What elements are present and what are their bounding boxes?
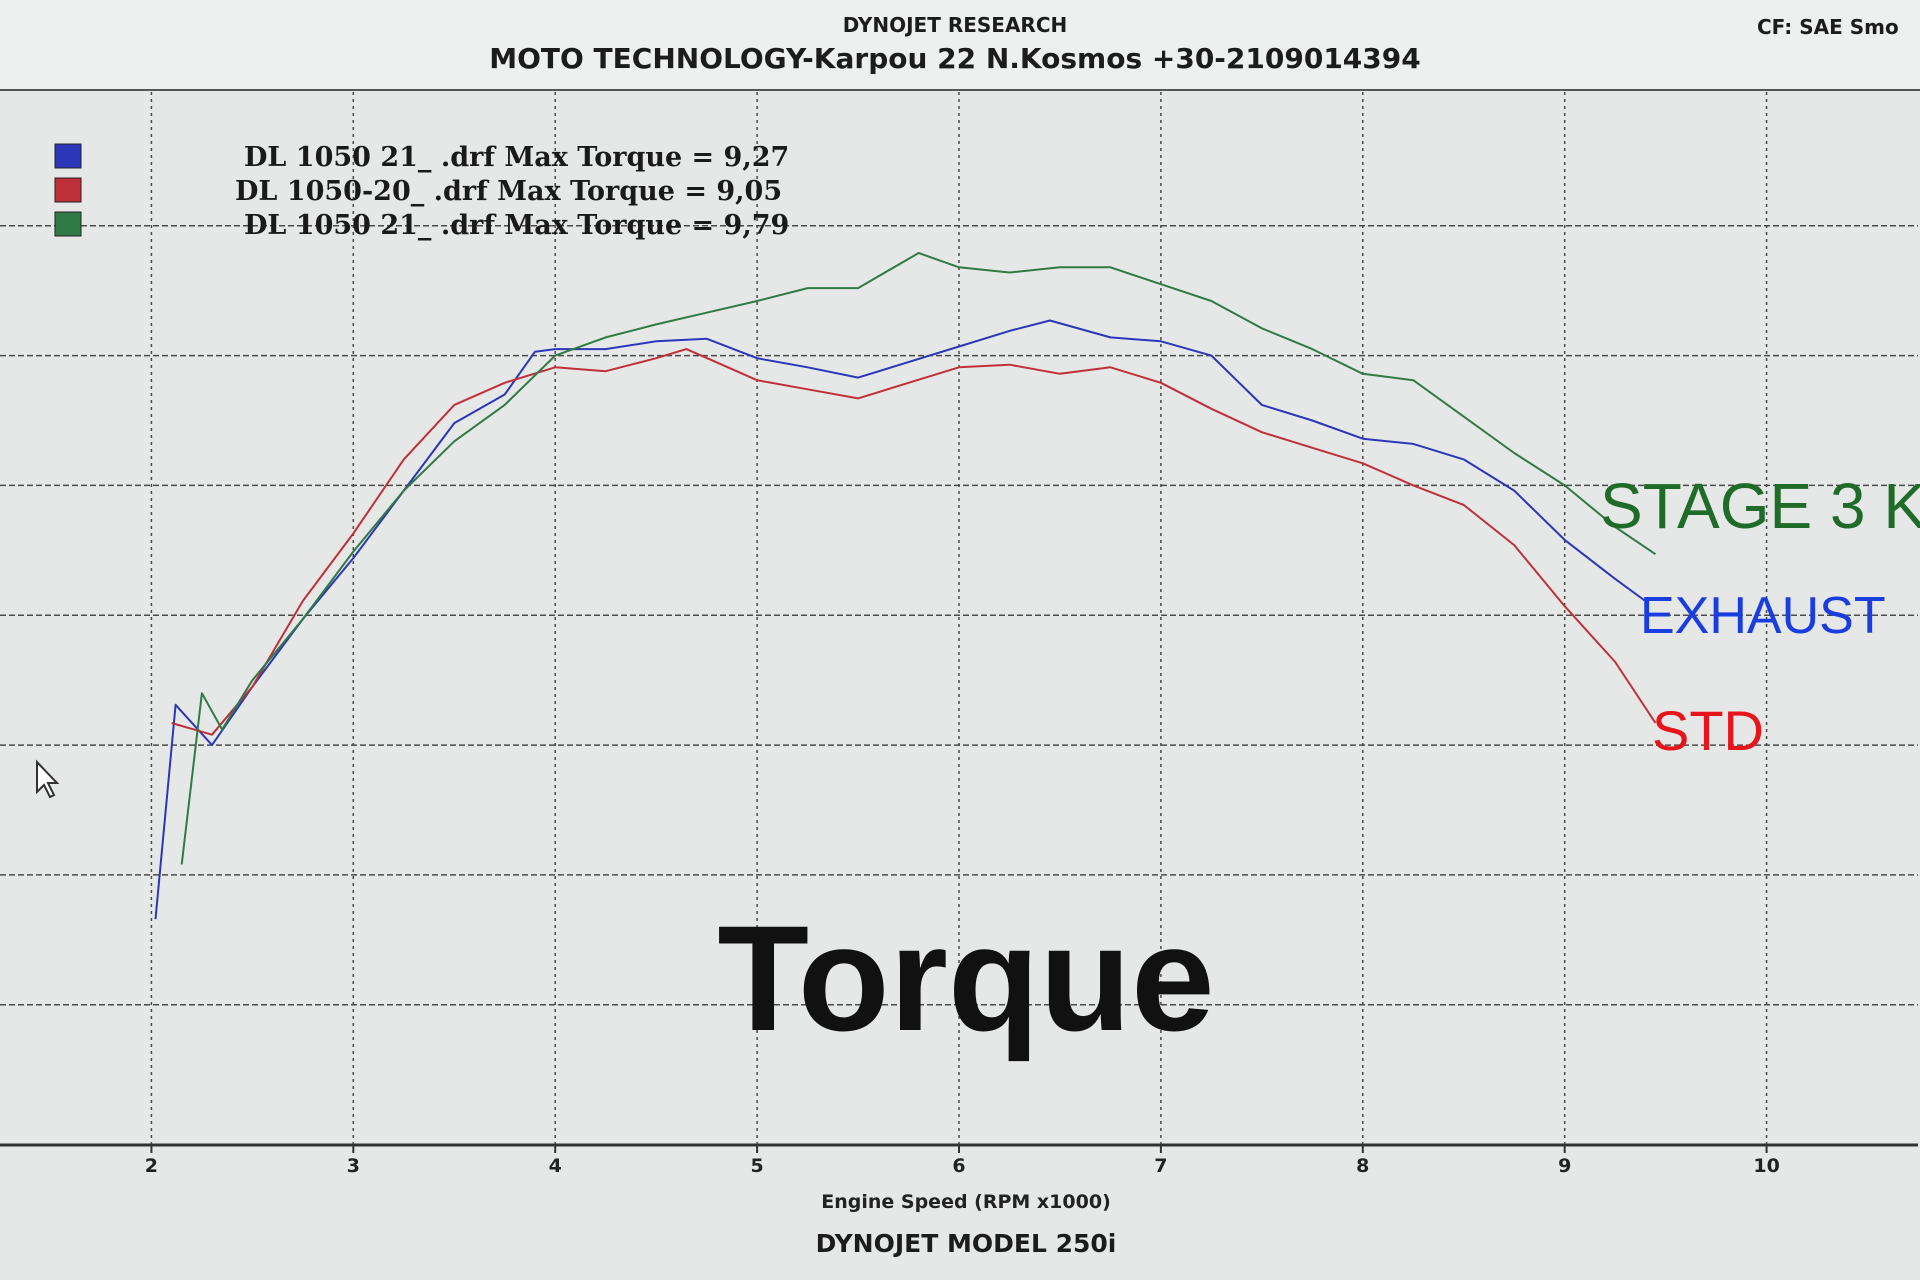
torque-line (171, 348, 1657, 736)
torque-line (180, 252, 1657, 865)
x-axis-label: Engine Speed (RPM x1000) (821, 1191, 1111, 1213)
footer: DYNOJET MODEL 250i (816, 1229, 1117, 1258)
chart-title: DYNOJET RESEARCH (843, 13, 1068, 37)
x-tick-label: 9 (1558, 1155, 1571, 1177)
annotation: STAGE 3 KI (1600, 470, 1920, 542)
x-tick-label: 8 (1356, 1155, 1369, 1177)
annotation: STD (1652, 699, 1764, 762)
legend-swatch (54, 211, 82, 237)
x-tick-label: 10 (1753, 1155, 1779, 1177)
x-tick-label: 5 (750, 1155, 763, 1177)
annotation: Torque (717, 894, 1214, 1062)
legend-swatch (54, 177, 82, 203)
torque-line (154, 319, 1646, 920)
corner-note: CF: SAE Smo (1757, 15, 1899, 39)
legend-swatch (54, 143, 82, 169)
x-tick-label: 2 (145, 1155, 158, 1177)
x-tick-label: 7 (1154, 1155, 1167, 1177)
x-tick-label: 3 (347, 1155, 360, 1177)
mouse-cursor (36, 759, 60, 799)
x-tick-label: 6 (952, 1155, 965, 1177)
chart-subtitle: MOTO TECHNOLOGY-Karpou 22 N.Kosmos +30-2… (489, 42, 1421, 75)
header-band (0, 0, 1920, 90)
legend-label: DL 1050-20_ .drf Max Torque = 9,05 (235, 176, 782, 207)
x-tick-label: 4 (549, 1155, 562, 1177)
legend-label: DL 1050 21_ .drf Max Torque = 9,79 (244, 210, 789, 241)
annotation: EXHAUST (1640, 587, 1886, 645)
legend-label: DL 1050 21_ .drf Max Torque = 9,27 (244, 142, 789, 173)
